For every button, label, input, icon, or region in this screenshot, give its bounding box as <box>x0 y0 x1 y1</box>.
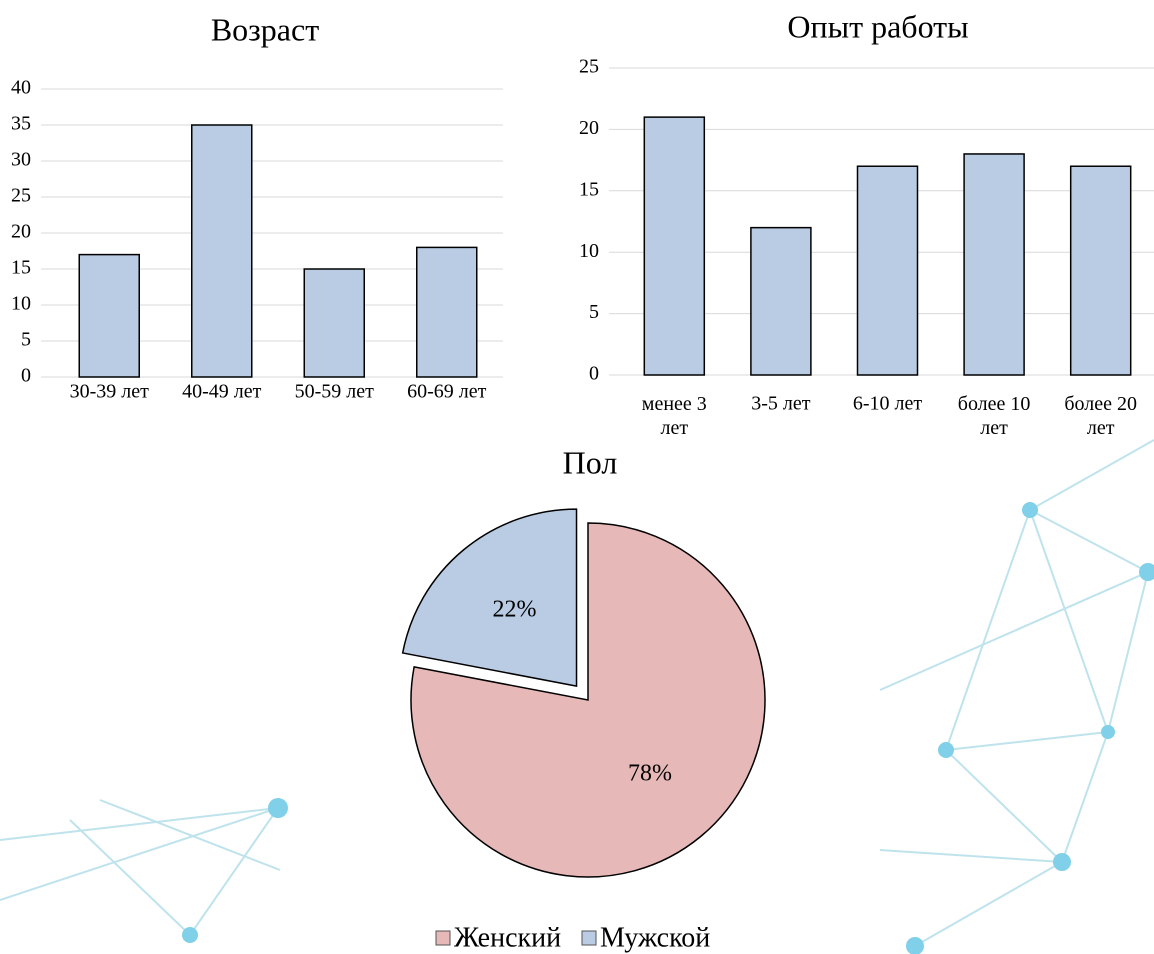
legend-swatch <box>435 930 451 946</box>
y-tick-label: 25 <box>579 56 599 78</box>
bar <box>1069 165 1132 376</box>
legend-label: Мужской <box>600 922 710 953</box>
y-tick-label: 20 <box>579 117 599 139</box>
bar <box>303 268 365 378</box>
x-tick-label: более 10 лет <box>958 393 1031 439</box>
pie-slice <box>410 522 766 878</box>
chart-title: Возраст <box>211 11 319 47</box>
y-tick-label: 25 <box>11 185 31 207</box>
data-label: 22% <box>492 597 536 623</box>
chart-title: Опыт работы <box>787 8 968 44</box>
bar <box>78 253 140 378</box>
x-tick-label: 40-49 лет <box>182 381 262 403</box>
data-label: 78% <box>628 761 672 787</box>
y-tick-label: 15 <box>11 257 31 279</box>
pie-slice <box>401 508 578 688</box>
x-tick-label: 3-5 лет <box>751 393 811 415</box>
y-tick-label: 15 <box>579 178 599 200</box>
y-tick-label: 5 <box>21 329 31 351</box>
bar <box>643 116 706 376</box>
bar <box>856 165 919 376</box>
bar <box>750 226 812 376</box>
bar <box>191 124 253 378</box>
y-tick-label: 40 <box>11 77 31 99</box>
legend-swatch <box>581 930 597 946</box>
x-tick-label: 30-39 лет <box>70 381 150 403</box>
x-tick-label: 50-59 лет <box>295 381 375 403</box>
y-tick-label: 10 <box>579 240 599 262</box>
y-tick-label: 5 <box>589 301 599 323</box>
bar <box>416 246 478 378</box>
x-tick-label: менее 3 лет <box>642 393 707 439</box>
y-tick-label: 0 <box>21 365 31 387</box>
decoration <box>0 439 1154 954</box>
x-tick-label: более 20 лет <box>1064 393 1137 439</box>
chart-title: Пол <box>563 444 618 480</box>
legend-label: Женский <box>454 922 561 953</box>
x-tick-label: 6-10 лет <box>853 393 923 415</box>
bar <box>963 153 1025 376</box>
y-tick-label: 20 <box>11 221 31 243</box>
y-tick-label: 10 <box>11 293 31 315</box>
x-tick-label: 60-69 лет <box>407 381 487 403</box>
y-tick-label: 35 <box>11 113 31 135</box>
y-tick-label: 30 <box>11 149 31 171</box>
y-tick-label: 0 <box>589 363 599 385</box>
